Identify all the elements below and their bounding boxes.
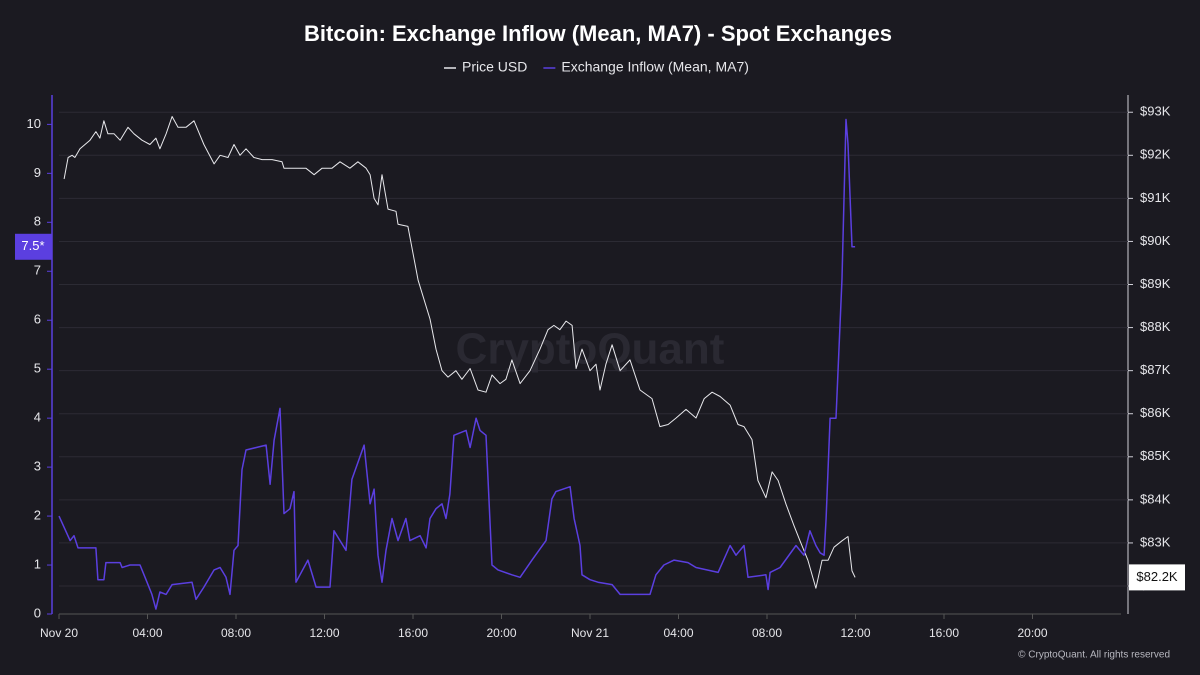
- y2-tick-label: $88K: [1140, 319, 1171, 334]
- x-tick-label: 04:00: [663, 626, 693, 640]
- y2-tick-label: $83K: [1140, 534, 1171, 549]
- y-tick-label: 8: [34, 214, 41, 229]
- series-line: [58, 118, 856, 610]
- x-tick-label: 20:00: [486, 626, 516, 640]
- x-tick-label: 16:00: [398, 626, 428, 640]
- value-badge-label: $82.2K: [1136, 569, 1178, 584]
- y-tick-label: 4: [34, 410, 41, 425]
- y2-tick-label: $85K: [1140, 448, 1171, 463]
- y2-tick-label: $89K: [1140, 276, 1171, 291]
- x-tick-label: 08:00: [221, 626, 251, 640]
- x-tick-label: 12:00: [309, 626, 339, 640]
- chart-title: Bitcoin: Exchange Inflow (Mean, MA7) - S…: [304, 21, 892, 46]
- value-badge: [15, 233, 52, 260]
- y-tick-label: 9: [34, 165, 41, 180]
- y-tick-label: 5: [34, 361, 41, 376]
- y-tick-label: 2: [34, 508, 41, 523]
- x-tick-label: 04:00: [132, 626, 162, 640]
- legend-label: Price USD: [462, 59, 527, 75]
- value-badge-label: 7.5*: [21, 238, 44, 253]
- value-badge: [1129, 564, 1185, 591]
- y2-tick-label: $84K: [1140, 491, 1171, 506]
- x-tick-label: 08:00: [752, 626, 782, 640]
- y2-tick-label: $86K: [1140, 405, 1171, 420]
- y-tick-label: 7: [34, 263, 41, 278]
- y-tick-label: 1: [34, 556, 41, 571]
- x-tick-label: 16:00: [929, 626, 959, 640]
- x-tick-label: Nov 20: [40, 626, 78, 640]
- y2-tick-label: $87K: [1140, 362, 1171, 377]
- y-tick-label: 0: [34, 605, 41, 620]
- legend-label: Exchange Inflow (Mean, MA7): [561, 59, 749, 75]
- y-tick-label: 10: [27, 116, 41, 131]
- y2-tick-label: $91K: [1140, 190, 1171, 205]
- y2-tick-label: $93K: [1140, 104, 1171, 119]
- x-tick-label: Nov 21: [571, 626, 609, 640]
- y2-tick-label: $90K: [1140, 233, 1171, 248]
- footer: © CryptoQuant. All rights reserved: [1018, 650, 1170, 661]
- y-tick-label: 3: [34, 459, 41, 474]
- x-tick-label: 20:00: [1017, 626, 1047, 640]
- series-line: [63, 116, 856, 589]
- y-tick-label: 6: [34, 312, 41, 327]
- y2-tick-label: $92K: [1140, 147, 1171, 162]
- x-tick-label: 12:00: [840, 626, 870, 640]
- watermark: CryptoQuant: [456, 325, 725, 374]
